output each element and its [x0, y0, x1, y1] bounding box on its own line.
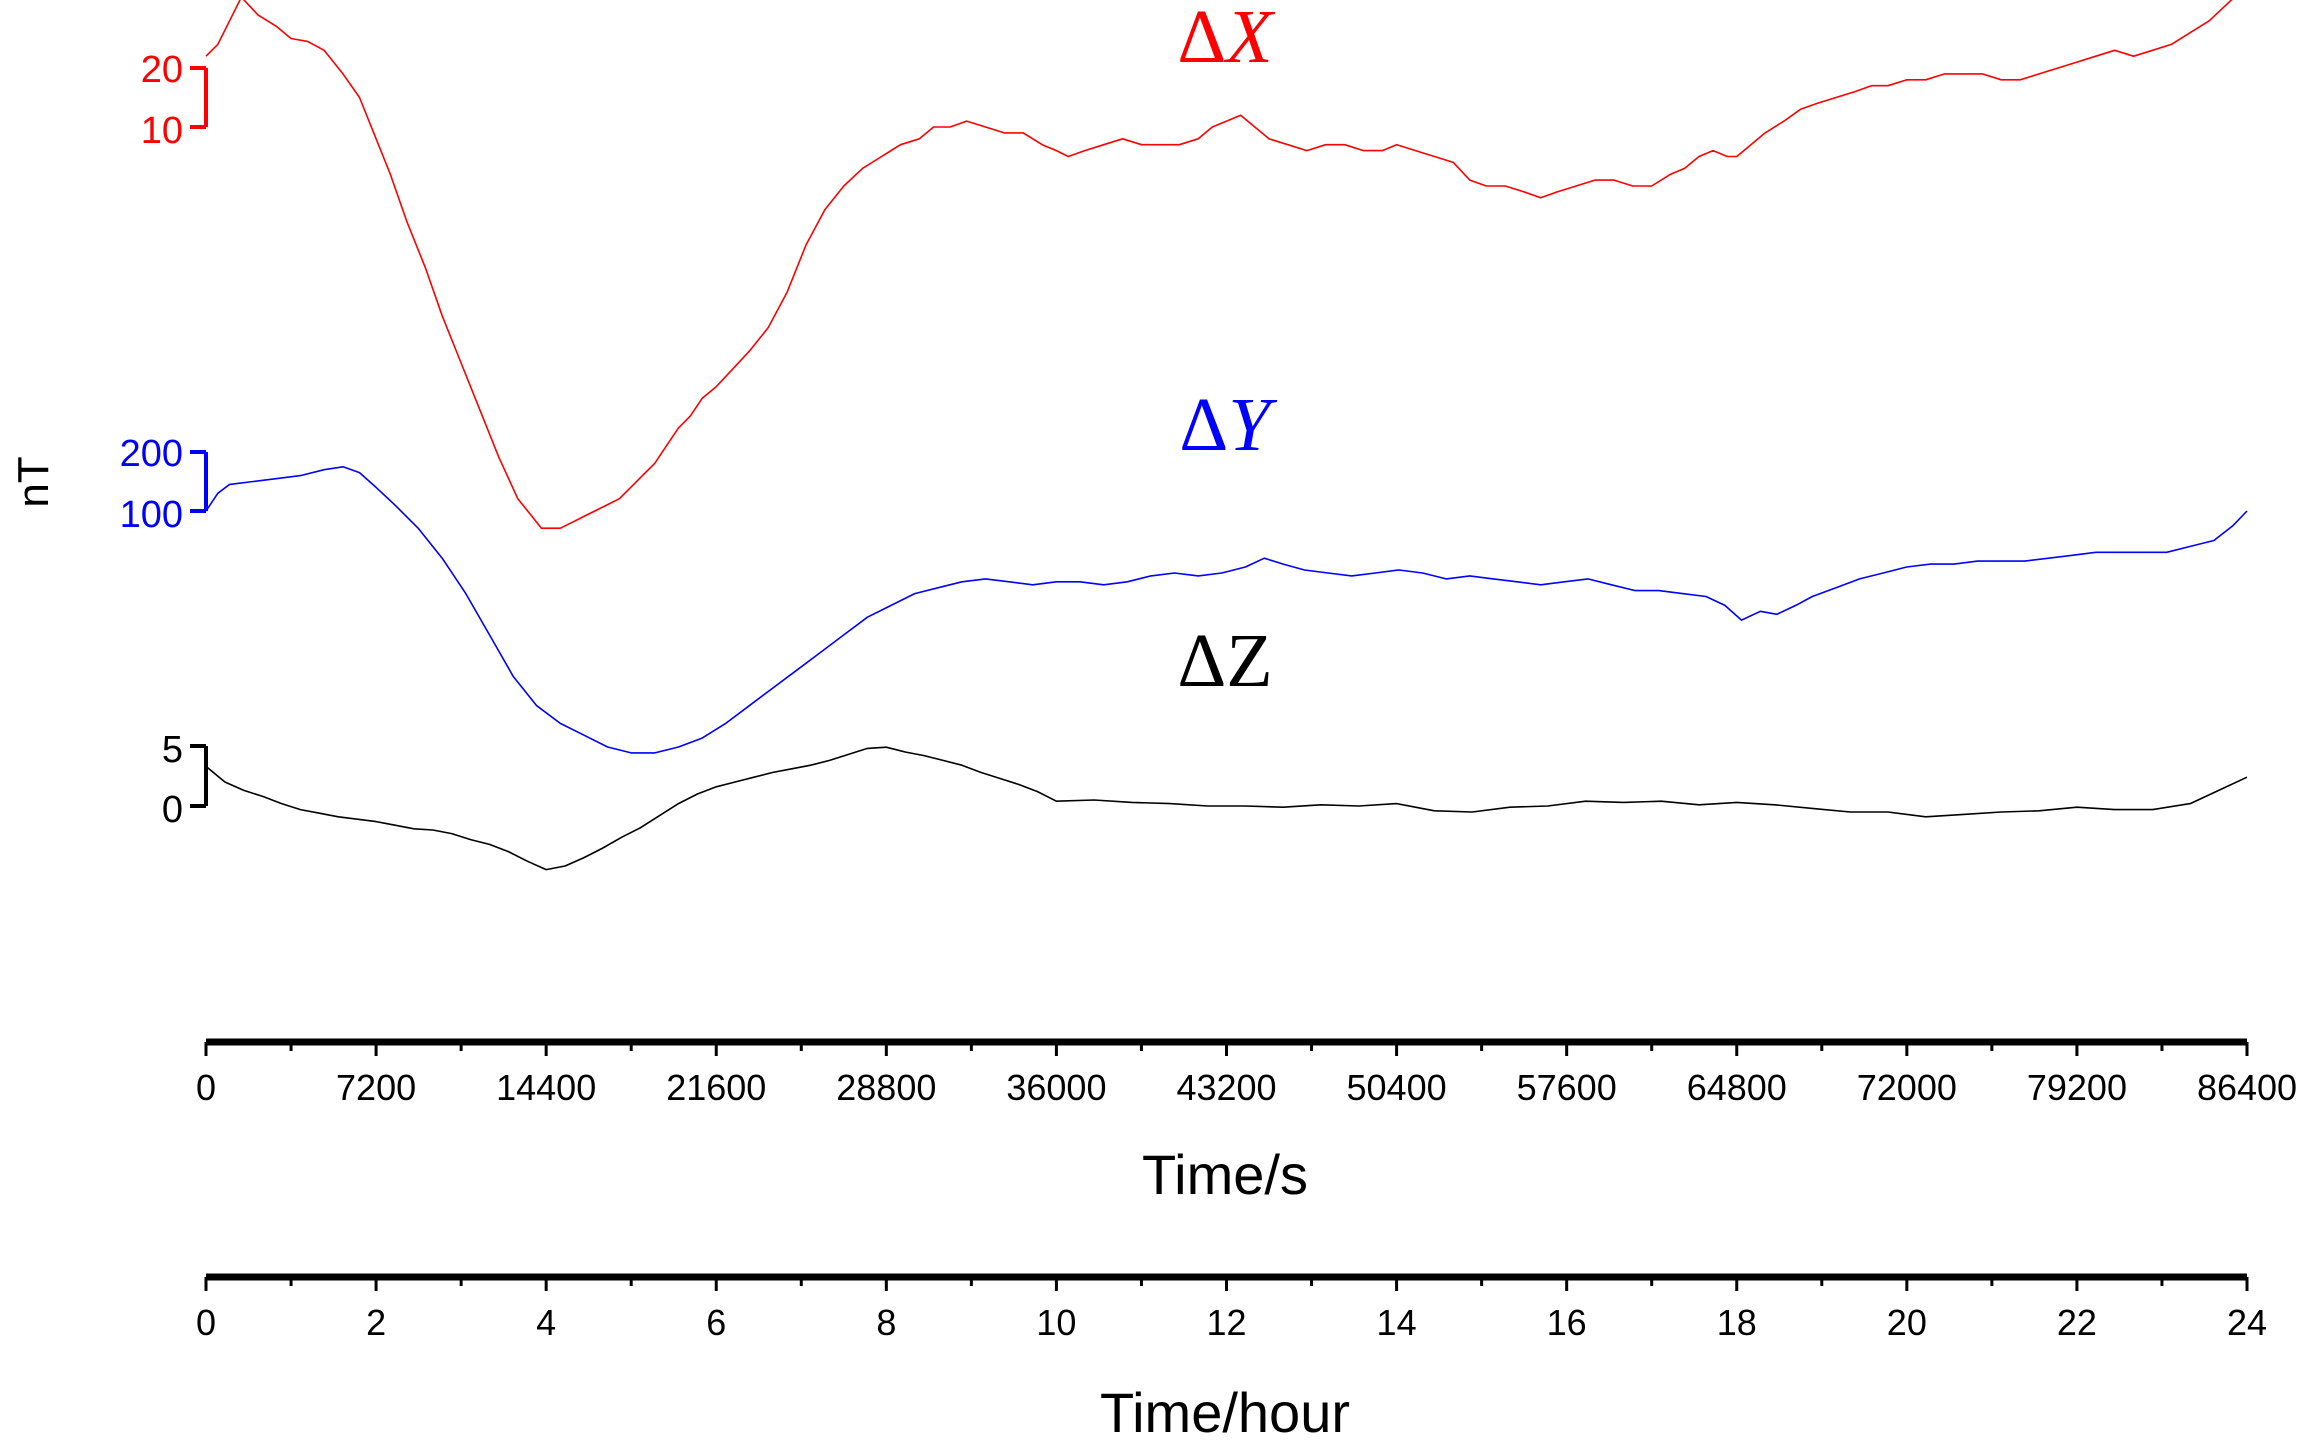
series-title-dy-delta: Δ	[1179, 383, 1228, 467]
x-axis-hours-tick-label: 8	[876, 1302, 896, 1343]
x-axis-hours-tick-label: 18	[1717, 1302, 1757, 1343]
scale-bar-dx: 20 10	[141, 49, 208, 152]
series-line-dz	[205, 746, 2248, 871]
x-axis-hours: 0 2 4 6 8 10 12 14 16 18 20 22 24	[196, 1273, 2267, 1343]
scale-bar-dz: 5 0	[162, 729, 208, 831]
series-line-dx	[205, 0, 2233, 530]
x-axis-label-hours: Time/hour	[1100, 1381, 1350, 1440]
series-title-dx-name: X	[1223, 0, 1275, 79]
series-title-dz-name: Z	[1226, 619, 1272, 703]
x-axis-hours-tick-label: 20	[1887, 1302, 1927, 1343]
scale-tick-dx-upper: 20	[141, 49, 183, 91]
x-axis-seconds-tick-label: 14400	[496, 1067, 596, 1108]
x-axis-seconds-tick-label: 0	[196, 1067, 216, 1108]
x-axis-hours-tick-label: 24	[2227, 1302, 2267, 1343]
x-axis-hours-tick-label: 16	[1547, 1302, 1587, 1343]
x-axis-seconds-tick-label: 72000	[1857, 1067, 1957, 1108]
scale-tick-dz-upper: 5	[162, 729, 183, 771]
x-axis-hours-tick-label: 2	[366, 1302, 386, 1343]
series-title-dx: ΔX	[1177, 0, 1275, 79]
x-axis-hours-tick-label: 4	[536, 1302, 556, 1343]
x-axis-seconds-tick-label: 21600	[666, 1067, 766, 1108]
x-axis-seconds-tick-label: 43200	[1176, 1067, 1276, 1108]
x-axis-hours-tick-label: 12	[1206, 1302, 1246, 1343]
x-axis-seconds-tick-label: 57600	[1517, 1067, 1617, 1108]
y-axis-label: nT	[9, 456, 58, 507]
x-axis-seconds-tick-label: 50400	[1347, 1067, 1447, 1108]
x-axis-seconds-tick-label: 86400	[2197, 1067, 2297, 1108]
x-axis-seconds-tick-label: 7200	[336, 1067, 416, 1108]
series-title-dy-name: Y	[1228, 383, 1278, 467]
series-title-dx-delta: Δ	[1177, 0, 1226, 79]
scale-tick-dy-lower: 100	[120, 494, 183, 536]
series-title-dy: ΔY	[1179, 383, 1278, 467]
x-axis-hours-tick-label: 6	[706, 1302, 726, 1343]
series-title-dz: ΔZ	[1177, 619, 1272, 703]
x-axis-seconds-tick-label: 79200	[2027, 1067, 2127, 1108]
series-line-dy	[205, 465, 2248, 754]
x-axis-label-seconds: Time/s	[1142, 1143, 1308, 1206]
x-axis-hours-tick-label: 22	[2057, 1302, 2097, 1343]
x-axis-seconds-tick-label: 64800	[1687, 1067, 1787, 1108]
series-title-dz-delta: Δ	[1177, 619, 1226, 703]
x-axis-hours-tick-label: 0	[196, 1302, 216, 1343]
scale-tick-dz-lower: 0	[162, 789, 183, 831]
scale-tick-dy-upper: 200	[120, 433, 183, 475]
x-axis-seconds: 0 7200 14400 21600 28800 36000 43200 50400 57600…	[196, 1038, 2297, 1108]
x-axis-hours-tick-label: 14	[1377, 1302, 1417, 1343]
x-axis-hours-tick-label: 10	[1036, 1302, 1076, 1343]
scale-tick-dx-lower: 10	[141, 110, 183, 152]
x-axis-seconds-tick-label: 28800	[836, 1067, 936, 1108]
scale-bar-dy: 200 100	[120, 433, 208, 536]
x-axis-seconds-tick-label: 36000	[1006, 1067, 1106, 1108]
